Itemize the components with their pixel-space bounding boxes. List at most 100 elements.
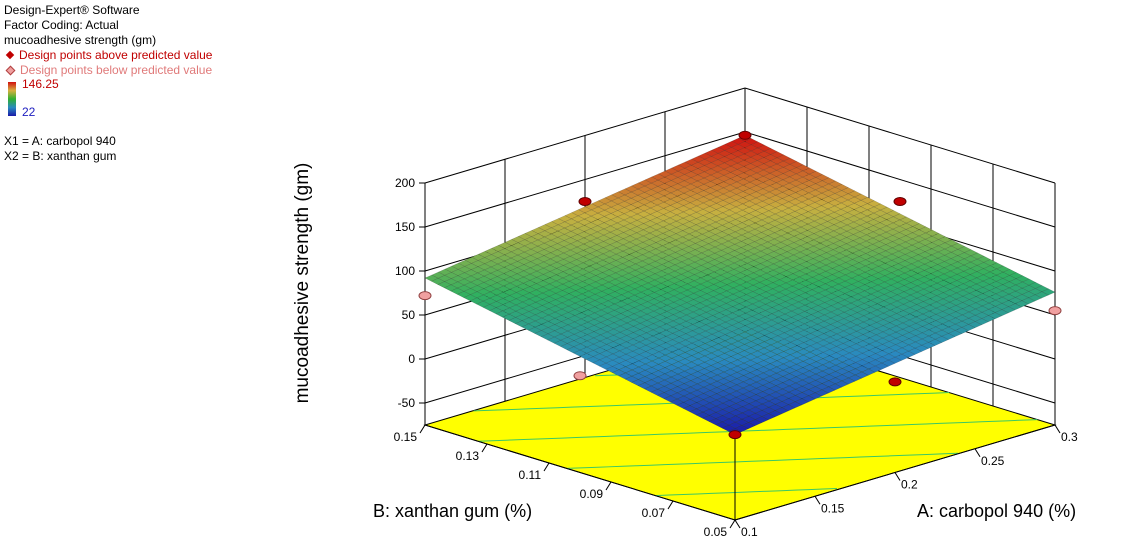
surface-cell <box>748 216 763 224</box>
software-label: Design-Expert® Software <box>4 3 140 17</box>
surface-cell <box>470 272 485 280</box>
surface-cell <box>502 307 517 315</box>
surface-cell <box>566 346 581 354</box>
surface-cell <box>560 324 575 332</box>
surface-cell <box>734 222 750 230</box>
surface-cell <box>663 186 679 194</box>
surface-cell <box>728 212 743 220</box>
surface-cell <box>596 222 612 230</box>
x-tick-mark <box>894 472 901 481</box>
surface-cell <box>594 297 609 305</box>
surface-cell <box>664 173 679 181</box>
surface-cell <box>950 249 965 256</box>
y-tick-label: 0.05 <box>704 525 728 539</box>
surface-cell <box>476 275 492 283</box>
surface-cell <box>821 189 836 197</box>
surface-cell <box>765 282 780 290</box>
surface-cell <box>451 262 466 270</box>
surface-cell <box>457 259 473 267</box>
surface-cell <box>581 296 596 304</box>
surface-cell <box>781 404 796 412</box>
surface-cell <box>586 343 601 351</box>
surface-cell <box>586 350 601 357</box>
surface-cell <box>886 210 901 217</box>
factor-coding-label: Factor Coding: Actual <box>4 18 119 32</box>
surface-cell <box>496 273 511 281</box>
surface-cell <box>729 384 744 392</box>
surface-cell <box>808 177 823 184</box>
y-tick-mark <box>543 462 550 472</box>
x-tick-mark <box>734 519 741 529</box>
design-point-above <box>893 197 907 206</box>
surface-cell <box>540 333 555 341</box>
surface-cell <box>753 263 768 271</box>
surface-cell <box>599 331 615 339</box>
y-tick-label: 0.11 <box>519 468 542 482</box>
surface-cell <box>503 276 518 284</box>
surface-cell <box>715 421 730 429</box>
surface-cell <box>579 340 595 348</box>
surface-cell <box>746 253 762 261</box>
surface-cell <box>510 242 526 250</box>
surface-cell <box>696 399 711 407</box>
surface-cell <box>587 306 602 314</box>
colorbar: 146.25 22 <box>4 77 212 120</box>
surface-cell <box>664 167 679 175</box>
surface-cell <box>702 402 717 410</box>
surface-cell <box>728 403 744 410</box>
surface-cell <box>580 334 595 342</box>
y-tick-label: 0.15 <box>394 430 418 444</box>
gridline <box>744 87 1056 184</box>
surface-cell <box>424 274 439 282</box>
surface-cell <box>759 260 775 268</box>
surface-cell <box>768 385 784 393</box>
surface-cell <box>571 209 586 217</box>
surface-cell <box>754 225 769 233</box>
surface-cell <box>1027 294 1043 302</box>
surface-cell <box>815 180 830 188</box>
z-tick-label: -50 <box>398 396 416 410</box>
surface-cell <box>1021 291 1036 299</box>
y-tick-label: 0.13 <box>456 449 480 463</box>
surface-cell <box>808 170 824 178</box>
surface-cell <box>566 334 582 341</box>
surface-cell <box>592 353 607 361</box>
surface-cell <box>832 246 847 254</box>
surface-cell <box>573 343 588 351</box>
surface-cell <box>708 418 723 426</box>
surface-cell <box>580 321 595 329</box>
design-point-below <box>1048 306 1062 316</box>
surface-cell <box>735 197 750 205</box>
surface-cell <box>657 183 672 190</box>
surface-cell <box>572 349 588 357</box>
surface-cell <box>754 410 770 417</box>
legend-above-label: Design points above predicted value <box>19 48 213 62</box>
surface-cell <box>869 328 884 336</box>
surface-cell <box>786 254 801 262</box>
surface-cell <box>501 313 517 321</box>
surface-cell <box>901 350 916 358</box>
surface-cell <box>464 263 479 270</box>
surface-cell <box>737 147 752 155</box>
surface-cell <box>868 340 884 348</box>
surface-cell <box>469 291 485 299</box>
surface-cell <box>807 195 823 203</box>
surface-cell <box>856 321 871 329</box>
surface-cell <box>470 285 485 292</box>
surface-cell <box>888 338 903 345</box>
surface-cell <box>476 300 491 308</box>
surface-cell <box>612 350 627 358</box>
y-axis-line <box>424 424 736 521</box>
surface-cell <box>746 272 761 280</box>
surface-cell <box>741 422 756 429</box>
design-point-below <box>418 291 432 301</box>
y-tick-label: 0.07 <box>642 506 666 520</box>
surface-cell <box>682 405 698 413</box>
surface-cell <box>560 343 575 351</box>
surface-cell <box>741 409 756 417</box>
surface-cell <box>584 209 599 217</box>
surface-cell <box>720 259 735 267</box>
surface-cell <box>599 344 614 351</box>
surface-cell <box>470 266 485 274</box>
surface-cell <box>683 183 698 191</box>
